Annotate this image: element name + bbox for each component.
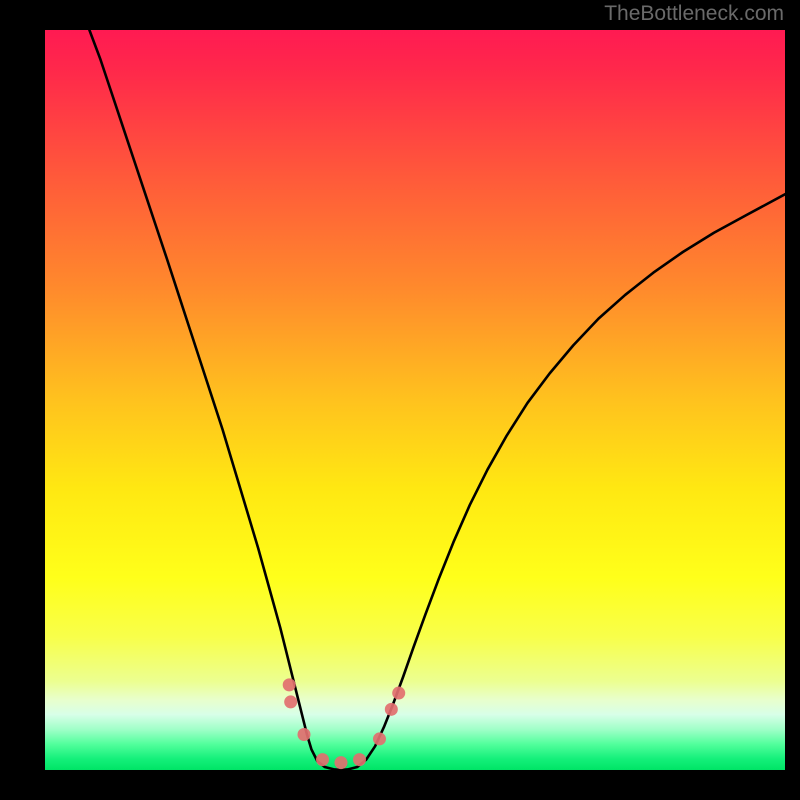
marker-point [298, 728, 311, 741]
plot-background [45, 30, 785, 770]
marker-point [392, 687, 405, 700]
marker-point [283, 678, 296, 691]
marker-point [353, 753, 366, 766]
watermark-text: TheBottleneck.com [604, 2, 784, 26]
stage: TheBottleneck.com [0, 0, 800, 800]
marker-point [316, 753, 329, 766]
bottleneck-plot [45, 30, 785, 770]
marker-point [284, 695, 297, 708]
marker-point [373, 732, 386, 745]
marker-point [385, 703, 398, 716]
marker-point [335, 756, 348, 769]
